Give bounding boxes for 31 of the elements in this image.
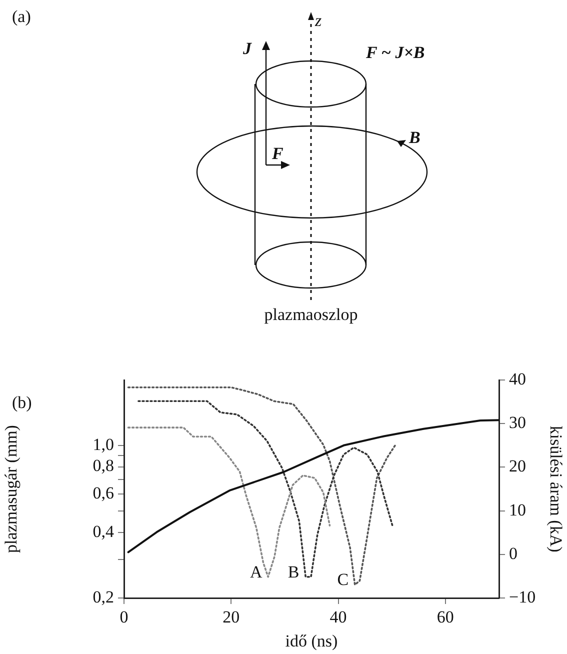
text: (a) <box>12 7 31 26</box>
text: z <box>315 11 322 30</box>
line-series <box>127 386 397 586</box>
y-tick-label: 0,4 <box>92 522 114 541</box>
text: B <box>409 128 420 147</box>
y-tick-label: 0,2 <box>92 587 114 606</box>
text: plazmaoszlop <box>264 305 358 324</box>
text: F <box>272 144 284 163</box>
x-tick-label: 0 <box>120 608 128 627</box>
text: (b) <box>12 393 32 412</box>
y-tick-label: 0,8 <box>92 456 114 476</box>
y-axis-title: plazmasugár (mm) <box>2 425 21 553</box>
y2-tick-label: 30 <box>509 413 526 432</box>
x-tick-label: 60 <box>436 608 454 627</box>
y-tick-label: 0,6 <box>92 483 114 502</box>
y2-tick-label: 10 <box>509 500 526 520</box>
series-label: C <box>337 570 349 590</box>
text: F ~ J×B <box>366 43 425 62</box>
series-label: A <box>250 562 263 582</box>
y2-axis-title: kisülési áram (kA) <box>546 426 566 552</box>
line-series <box>127 426 331 578</box>
x-tick-label: 20 <box>222 608 240 627</box>
text: J <box>243 39 252 58</box>
y2-tick-label: 40 <box>509 369 526 388</box>
y2-tick-label: 0 <box>509 544 518 563</box>
x-tick-label: 40 <box>330 608 347 627</box>
y2-tick-label: −10 <box>509 587 536 606</box>
series-label: B <box>288 562 300 582</box>
x-axis-title: idő (ns) <box>285 631 338 650</box>
y2-tick-label: 20 <box>509 456 526 476</box>
y-tick-label: 1,0 <box>92 435 114 454</box>
